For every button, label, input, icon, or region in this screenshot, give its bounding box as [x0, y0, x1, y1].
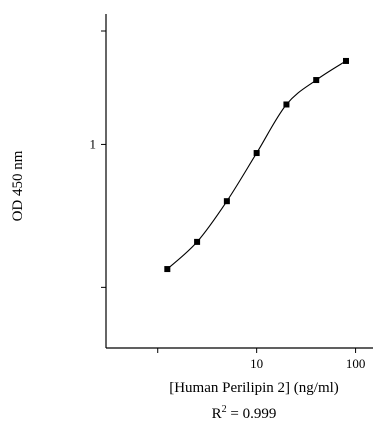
chart-axes: [105, 14, 373, 349]
y-tick-label: 1: [90, 136, 97, 151]
data-point: [223, 198, 230, 205]
x-tick-label: 100: [346, 356, 366, 371]
data-point: [194, 238, 201, 245]
r-squared-suffix: = 0.999: [227, 406, 277, 422]
data-point: [253, 150, 260, 157]
x-tick-label: 10: [250, 356, 263, 371]
data-points: [164, 57, 349, 273]
y-ticks: 1: [90, 30, 106, 288]
r-squared-prefix: R: [212, 406, 222, 422]
x-ticks: 10 100: [157, 348, 366, 371]
data-point: [283, 101, 290, 108]
data-point: [342, 57, 349, 64]
fit-curve: [166, 60, 347, 270]
data-point: [164, 266, 171, 273]
data-point: [313, 77, 320, 84]
r-squared-annotation: R2 = 0.999: [212, 404, 277, 422]
r-squared-superscript: 2: [222, 404, 227, 415]
x-axis-label: [Human Perilipin 2] (ng/ml): [169, 380, 339, 396]
y-axis-label: OD 450 nm: [10, 150, 26, 221]
